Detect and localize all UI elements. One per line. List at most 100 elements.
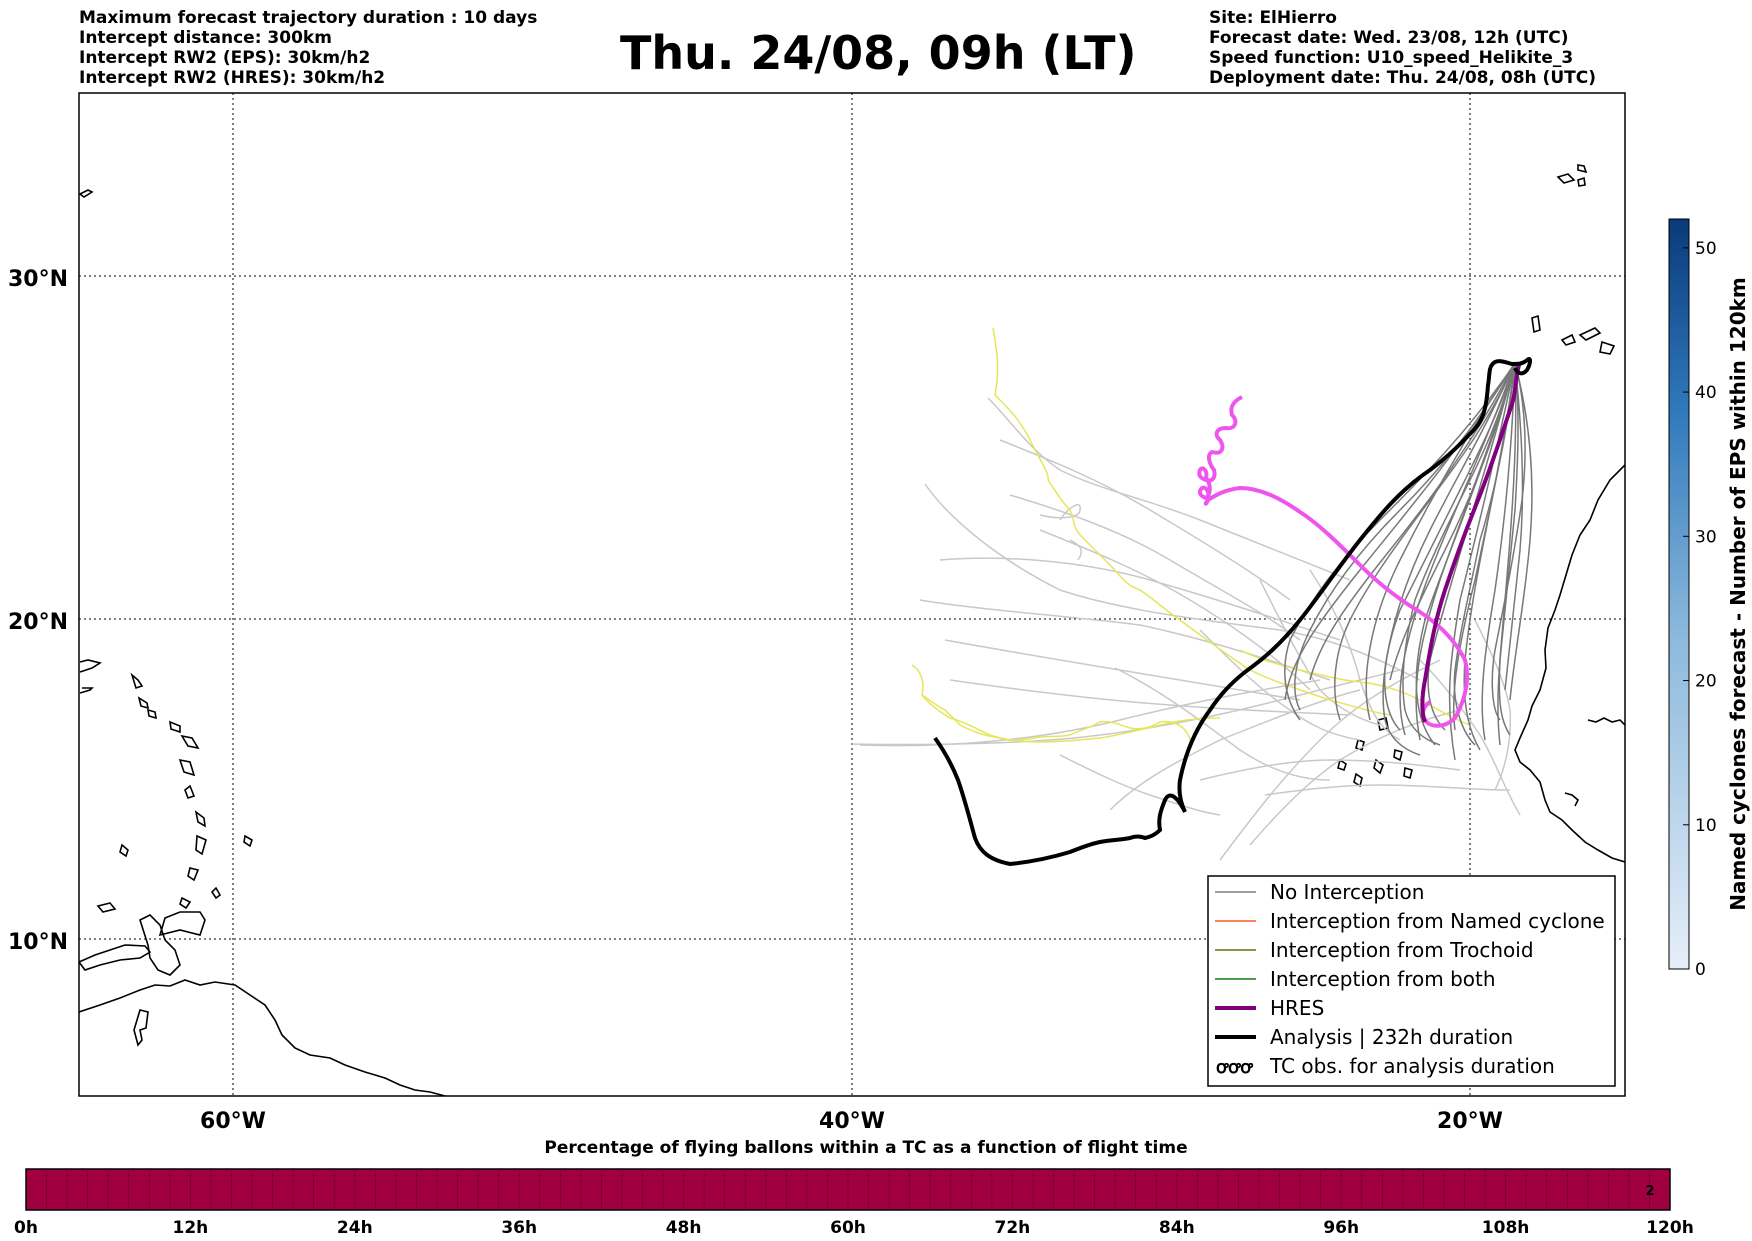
cape-verde-7: [1403, 766, 1413, 780]
colorbar: 0 10 20 30 40 50 Named cyclones forecast - Nu…: [1668, 218, 1750, 980]
canary-2: [1577, 176, 1586, 187]
legend-label: Interception from Trochoid: [1270, 938, 1534, 962]
legend-box: [1207, 875, 1616, 1087]
yellow-curls-1: [921, 694, 1192, 745]
site-text: Site: ElHierro: [1209, 8, 1337, 28]
intercept-hres-text: Intercept RW2 (HRES): 30km/h2: [79, 68, 386, 88]
legend-item: ꝍꝍꝍ TC obs. for analysis duration: [1216, 1054, 1555, 1078]
percentage-bar-title: Percentage of flying ballons within a TC…: [544, 1138, 1187, 1158]
canary-1: [1556, 173, 1576, 184]
colorbar-tick-label: 30: [1695, 527, 1717, 547]
canary-3: [1531, 314, 1541, 334]
cape-verde-3: [1373, 758, 1384, 775]
antilles-12: [187, 867, 200, 882]
africa-coast: [1514, 464, 1625, 863]
percentage-bar-tick-label: 0h: [14, 1218, 38, 1238]
colorbar-tick-label: 0: [1695, 960, 1706, 980]
venezuela-coast: [139, 914, 181, 976]
madeira: [1577, 164, 1588, 174]
cuba-tip: [79, 944, 152, 971]
percentage-bar-tick-label: 96h: [1323, 1218, 1359, 1238]
antilles-8: [178, 758, 196, 777]
lon-label-40w: 40°W: [819, 1109, 885, 1134]
legend: No Interception Interception from Named c…: [1207, 875, 1616, 1087]
percentage-bar-tick-label: 36h: [501, 1218, 537, 1238]
antilles-15: [243, 834, 253, 848]
antilles-13: [179, 896, 192, 910]
antilles-10: [194, 810, 206, 828]
canary-4: [1560, 333, 1577, 346]
legend-label: No Interception: [1270, 880, 1424, 904]
island-small-1: [96, 902, 117, 913]
lon-label-20w: 20°W: [1437, 1109, 1503, 1134]
antilles-3: [130, 672, 144, 690]
speed-function-text: Speed function: U10_speed_Helikite_3: [1209, 48, 1574, 68]
legend-item: Interception from Named cyclone: [1215, 909, 1605, 933]
lat-label-30n: 30°N: [8, 267, 68, 292]
hres-trajectory: [1420, 364, 1521, 723]
canary-5: [1578, 327, 1602, 341]
percentage-bar-tick-label: 120h: [1646, 1218, 1694, 1238]
trinidad-coast: [158, 911, 206, 937]
antilles-7: [180, 734, 200, 750]
yellow-trajectories: [911, 327, 1471, 745]
canary-6: [1599, 340, 1616, 355]
cape-verde-5: [1337, 758, 1347, 772]
percentage-bar-tick-label: 48h: [666, 1218, 702, 1238]
antilles-2: [79, 687, 94, 694]
legend-label: TC obs. for analysis duration: [1269, 1054, 1555, 1078]
legend-item: HRES: [1215, 996, 1324, 1020]
africa-inlet: [1564, 792, 1579, 807]
percentage-bar-tick-label: 24h: [337, 1218, 373, 1238]
colorbar-tick-label: 40: [1695, 383, 1717, 403]
analysis-trajectory-tail: [1513, 357, 1532, 376]
legend-label: Interception from both: [1270, 967, 1496, 991]
antilles-5: [147, 708, 157, 720]
legend-item: No Interception: [1215, 880, 1424, 904]
yellow-trajectory-1: [992, 327, 1391, 716]
deployment-date-text: Deployment date: Thu. 24/08, 08h (UTC): [1209, 68, 1596, 88]
percentage-bar-tick-label: 108h: [1482, 1218, 1530, 1238]
legend-item: Analysis | 232h duration: [1215, 1025, 1513, 1049]
percentage-bar-tick-label: 72h: [995, 1218, 1031, 1238]
colorbar-label: Named cyclones forecast - Number of EPS …: [1726, 277, 1750, 911]
antilles-1: [79, 659, 103, 673]
antilles-16: [210, 886, 222, 900]
max-duration-text: Maximum forecast trajectory duration : 1…: [79, 8, 538, 28]
lat-label-20n: 20°N: [8, 610, 68, 635]
antilles-6: [169, 720, 181, 734]
antilles-11: [195, 834, 207, 856]
legend-label: Interception from Named cyclone: [1270, 909, 1605, 933]
legend-item: Interception from Trochoid: [1215, 938, 1534, 962]
cyclone-symbol-icon: ꝍꝍꝍ: [1216, 1057, 1253, 1078]
percentage-bar-tick-label: 84h: [1159, 1218, 1195, 1238]
cape-verde-2: [1355, 738, 1365, 752]
antilles-14: [119, 843, 129, 858]
colorbar-ramp: [1668, 218, 1690, 970]
antilles-17: [79, 189, 94, 198]
lon-label-60w: 60°W: [200, 1109, 266, 1134]
intercept-distance-text: Intercept distance: 300km: [79, 28, 332, 48]
legend-label: HRES: [1270, 996, 1324, 1020]
eps-dark-trajectories: [1284, 362, 1533, 761]
antilles-9: [184, 784, 196, 800]
percentage-bar-tick-label: 12h: [173, 1218, 209, 1238]
lat-label-10n: 10°N: [8, 930, 68, 955]
coastlines: [79, 164, 1625, 1096]
eps-light-trajectories: [851, 397, 1521, 861]
percentage-bar: Percentage of flying ballons within a TC…: [14, 1138, 1694, 1238]
colorbar-tick-label: 20: [1695, 672, 1717, 692]
magenta-trajectory: [1197, 395, 1469, 728]
antilles-4: [137, 696, 150, 710]
percentage-bar-tick-label: 60h: [830, 1218, 866, 1238]
forecast-date-text: Forecast date: Wed. 23/08, 12h (UTC): [1209, 28, 1569, 48]
africa-bays: [1587, 717, 1625, 726]
venezuela-island: [133, 1009, 149, 1047]
south-america-coast: [79, 979, 446, 1096]
legend-label: Analysis | 232h duration: [1270, 1025, 1513, 1049]
percentage-bar-last-value: 2: [1645, 1184, 1654, 1199]
colorbar-tick-label: 50: [1695, 239, 1717, 259]
cape-verde-6: [1393, 748, 1403, 762]
intercept-eps-text: Intercept RW2 (EPS): 30km/h2: [79, 48, 371, 68]
